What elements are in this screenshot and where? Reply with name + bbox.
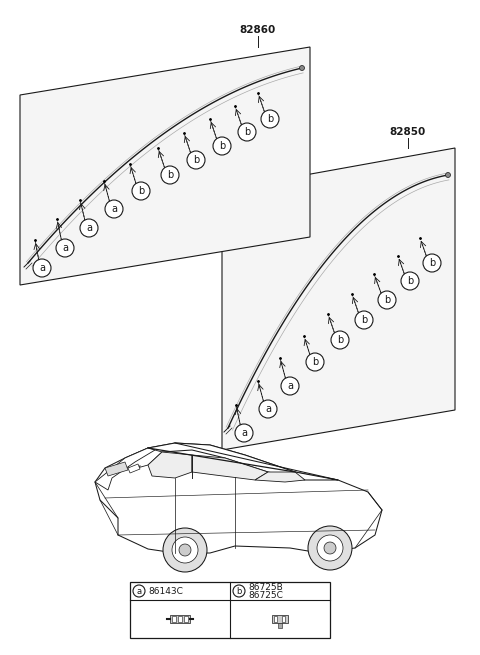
Text: b: b xyxy=(312,357,318,367)
Text: a: a xyxy=(241,428,247,438)
Bar xyxy=(130,582,330,638)
Text: b: b xyxy=(138,186,144,196)
Polygon shape xyxy=(222,148,455,450)
Bar xyxy=(170,615,190,623)
Polygon shape xyxy=(148,452,192,478)
Text: b: b xyxy=(429,258,435,268)
Circle shape xyxy=(132,182,150,200)
Text: b: b xyxy=(361,315,367,325)
Bar xyxy=(178,616,182,622)
Circle shape xyxy=(317,535,343,561)
Circle shape xyxy=(423,254,441,272)
Circle shape xyxy=(300,66,304,71)
Text: b: b xyxy=(167,170,173,180)
Circle shape xyxy=(261,110,279,128)
Text: a: a xyxy=(39,263,45,273)
Circle shape xyxy=(331,331,349,349)
Circle shape xyxy=(213,137,231,155)
Polygon shape xyxy=(255,472,305,482)
Circle shape xyxy=(80,219,98,237)
Circle shape xyxy=(33,259,51,277)
Bar xyxy=(184,616,188,622)
Circle shape xyxy=(172,537,198,563)
Circle shape xyxy=(378,291,396,309)
Text: b: b xyxy=(384,295,390,305)
Bar xyxy=(272,615,288,623)
Text: b: b xyxy=(407,276,413,286)
Text: b: b xyxy=(193,155,199,165)
Text: a: a xyxy=(287,381,293,391)
Text: b: b xyxy=(219,141,225,151)
Circle shape xyxy=(56,239,74,257)
Circle shape xyxy=(233,585,245,597)
Bar xyxy=(274,616,277,622)
Polygon shape xyxy=(95,448,155,490)
Text: b: b xyxy=(337,335,343,345)
Circle shape xyxy=(163,528,207,572)
Circle shape xyxy=(161,166,179,184)
Bar xyxy=(282,616,285,622)
Circle shape xyxy=(306,353,324,371)
Circle shape xyxy=(355,311,373,329)
Bar xyxy=(278,623,282,628)
Circle shape xyxy=(238,123,256,141)
Circle shape xyxy=(445,172,451,178)
Text: b: b xyxy=(244,127,250,137)
Circle shape xyxy=(281,377,299,395)
Circle shape xyxy=(259,400,277,418)
Circle shape xyxy=(235,424,253,442)
Text: 82850: 82850 xyxy=(390,127,426,137)
Polygon shape xyxy=(20,47,310,285)
Circle shape xyxy=(179,544,191,556)
Text: 86143C: 86143C xyxy=(148,586,183,595)
Text: b: b xyxy=(236,586,242,595)
Text: b: b xyxy=(267,114,273,124)
Polygon shape xyxy=(128,464,140,473)
Polygon shape xyxy=(125,448,162,470)
Circle shape xyxy=(187,151,205,169)
Text: 82860: 82860 xyxy=(240,25,276,35)
Text: a: a xyxy=(62,243,68,253)
Bar xyxy=(172,616,176,622)
Circle shape xyxy=(401,272,419,290)
Circle shape xyxy=(324,542,336,554)
Polygon shape xyxy=(105,462,128,476)
Text: a: a xyxy=(111,204,117,214)
Text: 86725B: 86725B xyxy=(248,584,283,593)
Polygon shape xyxy=(192,455,268,480)
Circle shape xyxy=(105,200,123,218)
Text: a: a xyxy=(265,404,271,414)
Polygon shape xyxy=(95,443,382,553)
Polygon shape xyxy=(148,443,338,480)
Text: a: a xyxy=(86,223,92,233)
Circle shape xyxy=(133,585,145,597)
Text: 86725C: 86725C xyxy=(248,591,283,601)
Circle shape xyxy=(308,526,352,570)
Text: a: a xyxy=(136,586,142,595)
